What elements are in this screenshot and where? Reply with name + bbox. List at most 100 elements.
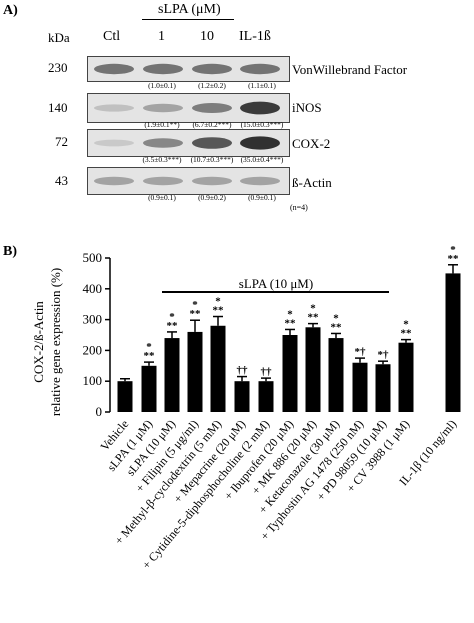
significance-marker: * xyxy=(146,341,152,353)
y-tick-label: 200 xyxy=(83,342,103,357)
bar xyxy=(328,338,344,412)
quant-inos-il1b: (15.0±0.3***) xyxy=(240,120,284,129)
bar xyxy=(375,364,391,412)
significance-marker: ** xyxy=(167,320,179,332)
quant-vwf-il1b: (1.1±0.1) xyxy=(248,81,276,90)
significance-marker: * xyxy=(310,303,316,315)
blot-band xyxy=(143,103,183,113)
bar xyxy=(141,365,157,412)
significance-marker: * xyxy=(215,296,221,308)
protein-label-cox2: COX-2 xyxy=(292,136,331,151)
significance-marker: ** xyxy=(308,312,320,324)
bars: ****** *** ***†† ††*** *******† *†****** xyxy=(117,244,461,412)
blot-band xyxy=(143,138,183,148)
blot-actin xyxy=(87,167,290,195)
blot-band xyxy=(192,63,232,75)
quant-inos-10: (6.7±0.2***) xyxy=(192,120,232,129)
mw-marker-43: 43 xyxy=(55,173,68,188)
y-axis-label-line2: relative gene expression (%) xyxy=(48,268,63,416)
quant-actin-10: (0.9±0.2) xyxy=(198,193,226,202)
y-tick-label: 0 xyxy=(96,404,103,419)
quant-actin-il1b: (0.9±0.1) xyxy=(248,193,276,202)
significance-marker: * xyxy=(403,319,409,331)
y-axis-label-line1: COX-2/ß-Actin xyxy=(31,301,46,383)
significance-marker: ** xyxy=(401,328,413,340)
blot-band xyxy=(143,63,183,75)
significance-marker: * xyxy=(192,299,198,311)
slpa-bracket: sLPA (10 μM) xyxy=(162,276,389,293)
blot-band xyxy=(240,101,280,115)
blot-band xyxy=(192,103,232,113)
blot-band xyxy=(192,137,232,149)
blot-band xyxy=(192,176,232,186)
quant-vwf-1: (1.0±0.1) xyxy=(148,81,176,90)
bar xyxy=(282,335,298,412)
protein-label-inos: iNOS xyxy=(292,100,322,115)
quant-cox2-1: (3.5±0.3***) xyxy=(142,155,182,164)
bar xyxy=(445,273,461,412)
blot-band xyxy=(143,176,183,186)
panel-a-label: A) xyxy=(3,3,18,18)
blot-band xyxy=(240,136,280,150)
y-ticks: 0 100 200 300 400 500 xyxy=(83,250,110,419)
significance-marker: ** xyxy=(285,317,297,329)
blot-band xyxy=(240,63,280,75)
quant-cox2-il1b: (35.0±0.4***) xyxy=(240,155,284,164)
bar xyxy=(258,381,274,412)
quant-cox2-10: (10.7±0.3***) xyxy=(190,155,234,164)
y-axis-label: COX-2/ß-Actin relative gene expression (… xyxy=(31,268,63,416)
significance-marker: *† xyxy=(355,346,367,358)
bar xyxy=(305,327,321,412)
panel-b-label: B) xyxy=(3,244,17,259)
significance-marker: ** xyxy=(213,305,225,317)
significance-marker: * xyxy=(450,244,456,256)
bar xyxy=(164,338,180,412)
bar xyxy=(187,331,203,412)
mw-marker-230: 230 xyxy=(48,60,68,75)
quant-actin-1: (0.9±0.1) xyxy=(148,193,176,202)
bar xyxy=(210,325,226,412)
bracket-label: sLPA (10 μM) xyxy=(239,276,313,291)
significance-marker: ** xyxy=(448,253,460,265)
blot-band xyxy=(240,176,280,186)
blot-band xyxy=(94,176,134,186)
quant-inos-1: (1.9±0.1**) xyxy=(144,120,180,129)
treatment-header-line xyxy=(142,19,234,20)
protein-label-vwf: VonWillebrand Factor xyxy=(292,62,408,77)
quant-vwf-10: (1.2±0.2) xyxy=(198,81,226,90)
significance-marker: ** xyxy=(331,321,343,333)
lane-label-il1b: IL-1ß xyxy=(239,29,271,44)
significance-marker: ** xyxy=(144,350,156,362)
blot-vwf xyxy=(87,56,290,82)
y-tick-label: 300 xyxy=(83,312,103,327)
treatment-header: sLPA (μM) xyxy=(158,2,221,17)
kda-label: kDa xyxy=(48,30,70,45)
blot-band xyxy=(94,104,134,112)
significance-marker: * xyxy=(169,311,175,323)
significance-marker: †† xyxy=(261,366,273,378)
blot-band xyxy=(94,63,134,75)
blot-band xyxy=(94,139,134,147)
y-tick-label: 400 xyxy=(83,281,103,296)
y-tick-label: 100 xyxy=(83,373,103,388)
mw-marker-72: 72 xyxy=(55,134,68,149)
bar xyxy=(352,362,368,412)
n-note: (n=4) xyxy=(290,203,308,212)
lane-label-1: 1 xyxy=(158,29,165,44)
lane-label-ctl: Ctl xyxy=(103,29,121,44)
significance-marker: * xyxy=(287,308,293,320)
bar xyxy=(398,342,414,412)
significance-marker: *† xyxy=(378,349,390,361)
significance-marker: †† xyxy=(237,365,249,377)
blot-cox2 xyxy=(87,129,290,157)
y-tick-label: 500 xyxy=(83,250,103,265)
protein-label-actin: ß-Actin xyxy=(292,175,332,190)
significance-marker: * xyxy=(333,312,339,324)
lane-label-10: 10 xyxy=(200,29,214,44)
blot-inos xyxy=(87,93,290,123)
significance-marker: ** xyxy=(190,308,202,320)
bar xyxy=(117,381,133,412)
bar xyxy=(234,381,250,412)
